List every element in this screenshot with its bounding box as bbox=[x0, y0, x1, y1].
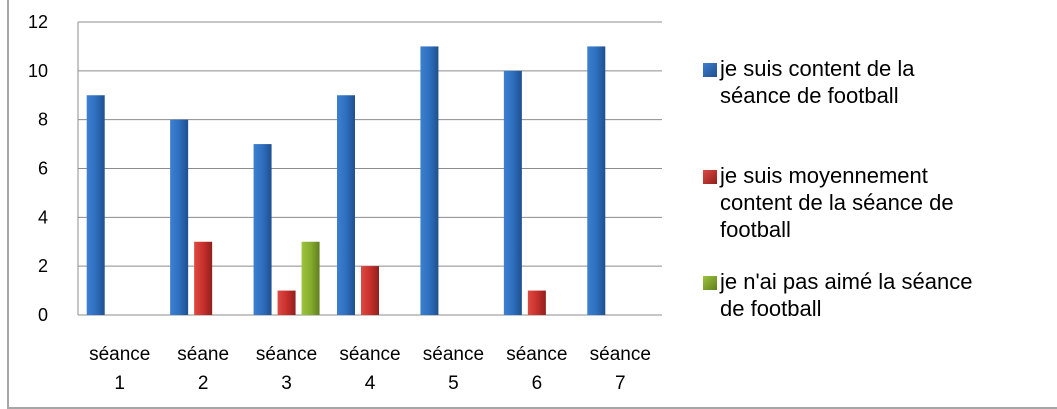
bar-series1-cat1 bbox=[86, 95, 105, 315]
bar-series2-cat4 bbox=[361, 266, 379, 315]
legend-item-content: je suis content de la séance de football bbox=[703, 55, 1043, 109]
y-axis-ticks: 0 2 4 6 8 10 12 bbox=[28, 12, 48, 325]
y-tick-label: 8 bbox=[38, 110, 48, 130]
y-tick-label: 12 bbox=[28, 12, 48, 32]
bar-series1-cat3 bbox=[253, 144, 272, 315]
legend-label-line: séance de football bbox=[720, 83, 899, 108]
bar-series2-cat2 bbox=[194, 241, 213, 315]
y-tick-label: 0 bbox=[38, 305, 48, 325]
legend-label-line: football bbox=[720, 217, 791, 242]
legend-item-moyennement: je suis moyennement content de la séance… bbox=[703, 162, 1043, 243]
bar-series1-cat7 bbox=[587, 46, 606, 316]
x-tick-label: 3 bbox=[281, 373, 292, 394]
x-axis-labels: séance 1 séane 2 séance 3 séance 4 séance 5 séance… bbox=[89, 344, 651, 394]
x-tick-label: 5 bbox=[448, 373, 459, 394]
bar-series1-cat5 bbox=[420, 46, 439, 316]
x-tick-label: 6 bbox=[532, 373, 543, 394]
chart-frame-bottom bbox=[7, 407, 1057, 409]
legend-label-line: je suis content de la bbox=[720, 56, 915, 81]
bars bbox=[86, 46, 606, 316]
legend-swatch-moyennement bbox=[703, 170, 717, 184]
y-tick-label: 10 bbox=[28, 61, 48, 81]
bar-series2-cat3 bbox=[277, 290, 296, 315]
legend-label-line: de football bbox=[720, 296, 822, 321]
legend-swatch-content bbox=[703, 63, 717, 77]
x-tick-label: séance bbox=[590, 344, 651, 365]
chart-frame-left bbox=[7, 0, 9, 409]
legend-swatch-pas-aime bbox=[703, 276, 717, 290]
bar-series2-cat6 bbox=[527, 290, 546, 315]
legend-label-line: je n'ai pas aimé la séance bbox=[720, 269, 973, 294]
x-tick-label: 2 bbox=[198, 373, 209, 394]
x-tick-label: 4 bbox=[365, 373, 376, 394]
y-tick-label: 4 bbox=[38, 207, 48, 227]
x-tick-label: séance bbox=[256, 344, 317, 365]
y-tick-label: 2 bbox=[38, 256, 48, 276]
legend-label-line: je suis moyennement bbox=[720, 163, 928, 188]
x-tick-label: 1 bbox=[114, 373, 125, 394]
legend-label-line: content de la séance de bbox=[720, 190, 954, 215]
bar-series1-cat4 bbox=[337, 95, 355, 315]
x-tick-label: 7 bbox=[615, 373, 626, 394]
bar-series1-cat2 bbox=[170, 119, 189, 316]
x-tick-label: séance bbox=[506, 344, 567, 365]
legend-item-pas-aime: je n'ai pas aimé la séance de football bbox=[703, 268, 1043, 322]
x-tick-label: séance bbox=[339, 344, 400, 365]
x-tick-label: séane bbox=[177, 344, 229, 365]
x-tick-label: séance bbox=[89, 344, 150, 365]
x-tick-label: séance bbox=[423, 344, 484, 365]
y-tick-label: 6 bbox=[38, 159, 48, 179]
bar-series3-cat3 bbox=[301, 241, 320, 315]
bar-series1-cat6 bbox=[503, 70, 522, 315]
